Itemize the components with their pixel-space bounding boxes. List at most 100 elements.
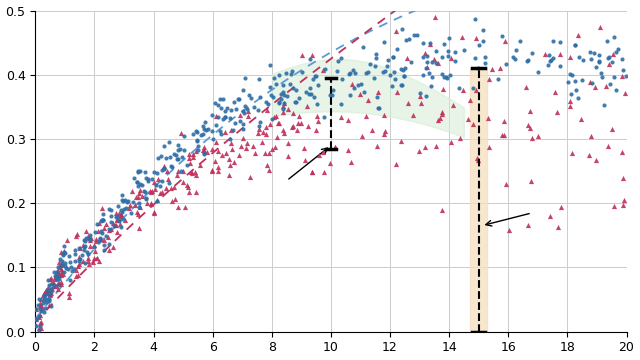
Point [178,168,188,174]
Point [60,260,70,266]
Point [570,42,580,48]
Point [254,76,264,82]
Point [483,144,493,149]
Point [356,82,367,87]
Point [234,96,244,102]
Point [471,87,481,93]
Point [318,67,328,73]
Point [141,175,151,181]
Point [50,274,60,280]
Point [618,67,628,73]
Point [133,200,143,206]
Point [312,113,322,118]
Point [46,275,56,281]
Point [399,73,409,79]
Point [446,55,456,61]
Point [232,96,243,102]
Point [362,113,372,118]
Point [84,235,95,241]
Point [618,202,628,208]
Point [607,126,617,132]
Point [134,190,144,196]
Point [157,167,168,172]
Point [39,309,49,314]
Point [203,126,213,132]
Point [56,279,67,284]
Point [54,263,65,269]
Point [152,197,162,203]
Point [342,148,353,153]
Point [372,89,383,95]
Point [147,176,157,182]
Point [350,70,360,76]
Point [177,154,187,159]
Point [193,130,203,135]
Point [58,262,68,267]
Point [500,38,511,44]
Point [388,54,398,60]
Point [193,143,203,149]
Point [132,211,143,217]
Point [148,209,159,215]
Point [287,68,298,74]
Point [478,27,488,33]
Point [238,109,248,114]
Point [220,108,230,114]
Point [595,71,605,76]
Point [51,283,61,289]
Point [50,273,60,279]
Point [53,282,63,288]
Point [480,60,490,66]
Point [607,59,617,65]
Point [420,93,431,99]
Point [45,286,55,292]
Point [310,73,321,79]
Point [242,140,252,146]
Point [267,116,277,122]
Point [53,274,63,280]
Point [242,106,252,112]
Point [346,69,356,75]
Point [609,203,620,208]
Point [65,294,75,300]
Point [397,67,408,73]
Point [111,229,122,235]
Point [186,169,196,175]
Point [56,266,66,271]
Point [474,42,484,48]
Point [97,217,107,222]
Point [274,73,284,78]
Point [93,228,103,234]
Point [291,127,301,133]
Point [481,54,491,60]
Point [591,157,601,163]
Point [211,113,221,119]
Point [45,303,56,309]
Point [188,131,198,137]
Point [470,55,481,61]
Point [38,300,48,306]
Point [358,44,369,50]
Point [444,35,454,40]
Point [391,161,401,166]
Point [161,185,172,191]
Point [74,261,84,267]
Point [52,269,63,274]
Point [392,46,402,52]
Point [218,116,228,121]
Point [134,204,144,210]
Point [166,198,177,203]
Point [348,67,358,73]
Point [497,132,507,138]
Point [117,209,127,215]
Point [79,237,89,243]
Point [291,87,301,93]
Point [378,40,388,45]
Point [305,56,315,62]
Point [274,120,284,126]
Point [566,91,576,97]
Point [613,46,623,52]
Point [94,258,104,264]
Point [567,72,577,78]
Point [589,84,600,90]
